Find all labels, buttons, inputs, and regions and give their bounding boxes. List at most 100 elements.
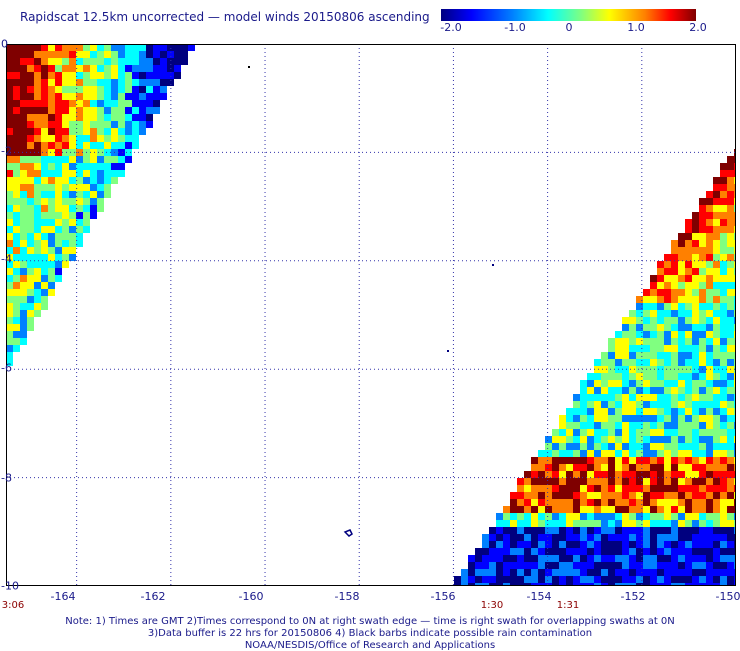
- swath-cell: [594, 492, 601, 499]
- swath-cell: [692, 506, 699, 513]
- swath-cell: [34, 296, 41, 303]
- swath-cell: [713, 401, 720, 408]
- swath-cell: [671, 513, 678, 520]
- swath-cell: [34, 121, 41, 128]
- swath-cell: [34, 86, 41, 93]
- swath-cell: [34, 72, 41, 79]
- swath-cell: [629, 541, 636, 548]
- swath-cell: [587, 436, 594, 443]
- swath-cell: [713, 254, 720, 261]
- swath-cell: [643, 303, 650, 310]
- swath-cell: [720, 303, 727, 310]
- swath-cell: [55, 191, 62, 198]
- swath-cell: [622, 352, 629, 359]
- swath-cell: [573, 443, 580, 450]
- swath-cell: [727, 303, 734, 310]
- swath-cell: [20, 100, 27, 107]
- swath-cell: [13, 338, 20, 345]
- swath-cell: [132, 142, 139, 149]
- swath-cell: [720, 380, 727, 387]
- swath-cell: [636, 359, 643, 366]
- swath-cell: [706, 247, 713, 254]
- swath-cell: [27, 198, 34, 205]
- swath-cell: [594, 478, 601, 485]
- swath-cell: [720, 247, 727, 254]
- swath-cell: [636, 429, 643, 436]
- swath-cell: [6, 296, 13, 303]
- wind-difference-map: [6, 44, 736, 586]
- swath-cell: [720, 415, 727, 422]
- swath-cell: [76, 107, 83, 114]
- swath-cell: [55, 268, 62, 275]
- swath-cell: [62, 156, 69, 163]
- swath-cell: [699, 422, 706, 429]
- swath-cell: [727, 513, 734, 520]
- swath-cell: [713, 289, 720, 296]
- swath-cell: [657, 275, 664, 282]
- swath-cell: [720, 478, 727, 485]
- swath-cell: [692, 436, 699, 443]
- swath-cell: [622, 548, 629, 555]
- swath-cell: [20, 338, 27, 345]
- swath-cell: [671, 429, 678, 436]
- swath-cell: [601, 562, 608, 569]
- swath-cell: [727, 499, 734, 506]
- swath-cell: [720, 289, 727, 296]
- island-dot: [447, 350, 449, 352]
- swath-cell: [559, 534, 566, 541]
- swath-cell: [510, 506, 517, 513]
- swath-cell: [685, 436, 692, 443]
- swath-cell: [132, 44, 139, 51]
- swath-cell: [629, 345, 636, 352]
- swath-cell: [594, 450, 601, 457]
- swath-cell: [727, 373, 734, 380]
- lon-label: -154: [526, 590, 552, 603]
- swath-cell: [727, 212, 734, 219]
- swath-cell: [90, 149, 97, 156]
- swath-cell: [104, 58, 111, 65]
- swath-cell: [601, 471, 608, 478]
- swath-cell: [671, 401, 678, 408]
- swath-cell: [13, 296, 20, 303]
- swath-cell: [552, 569, 559, 576]
- swath-cell: [566, 562, 573, 569]
- swath-cell: [545, 443, 552, 450]
- swath-cell: [678, 261, 685, 268]
- swath-cell: [636, 345, 643, 352]
- swath-cell: [587, 576, 594, 583]
- swath-cell: [629, 415, 636, 422]
- swath-cell: [643, 436, 650, 443]
- swath-cell: [580, 499, 587, 506]
- swath-cell: [692, 282, 699, 289]
- swath-cell: [552, 492, 559, 499]
- swath-cell: [622, 408, 629, 415]
- swath-cell: [727, 555, 734, 562]
- swath-cell: [566, 485, 573, 492]
- swath-cell: [566, 464, 573, 471]
- swath-cell: [636, 583, 643, 586]
- swath-cell: [48, 212, 55, 219]
- swath-cell: [720, 198, 727, 205]
- swath-cell: [76, 135, 83, 142]
- swath-cell: [713, 436, 720, 443]
- swath-cell: [118, 142, 125, 149]
- swath-cell: [13, 205, 20, 212]
- swath-cell: [608, 436, 615, 443]
- swath-cell: [6, 219, 13, 226]
- swath-cell: [587, 450, 594, 457]
- swath-cell: [139, 107, 146, 114]
- swath-cell: [706, 345, 713, 352]
- swath-cell: [727, 317, 734, 324]
- swath-cell: [524, 569, 531, 576]
- swath-cell: [713, 408, 720, 415]
- swath-cell: [678, 415, 685, 422]
- swath-cell: [139, 86, 146, 93]
- swath-cell: [692, 583, 699, 586]
- swath-cell: [650, 527, 657, 534]
- swath-cell: [706, 212, 713, 219]
- swath-cell: [699, 576, 706, 583]
- swath-cell: [34, 114, 41, 121]
- swath-cell: [727, 163, 734, 170]
- swath-cell: [125, 121, 132, 128]
- swath-cell: [69, 163, 76, 170]
